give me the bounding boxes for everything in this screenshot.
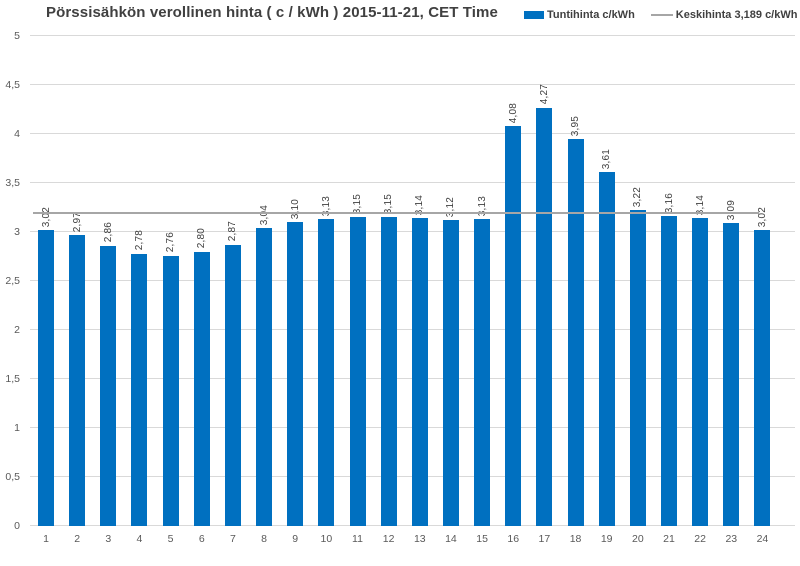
y-axis-label: 5 <box>14 30 20 42</box>
bar <box>100 245 117 526</box>
bar-value-label: 3,15 <box>383 194 395 215</box>
bar <box>598 172 615 526</box>
legend: Tuntihinta c/kWh Keskihinta 3,189 c/kWh <box>524 9 797 21</box>
y-axis: 0 0,5 1 1,5 2 2,5 3 3,5 4 4,5 5 <box>0 30 20 532</box>
bar-value-label: 2,78 <box>133 230 145 251</box>
bar <box>380 217 397 526</box>
y-axis-label: 2 <box>14 324 20 336</box>
bar-value-label: 4,27 <box>538 84 550 105</box>
x-axis-label: 20 <box>632 533 644 545</box>
legend-label-keskihinta: Keskihinta 3,189 c/kWh <box>675 9 798 21</box>
bar <box>131 253 148 526</box>
bar <box>411 218 428 526</box>
x-axis-label: 18 <box>569 533 582 545</box>
y-axis-label: 4 <box>14 128 20 140</box>
x-axis-label: 16 <box>507 533 520 545</box>
x-axis-label: 12 <box>382 533 395 545</box>
gridline <box>30 133 795 134</box>
bar <box>287 222 304 526</box>
average-line <box>33 212 759 215</box>
bar <box>661 216 677 526</box>
x-axis-label: 4 <box>136 533 143 545</box>
bar <box>256 228 273 526</box>
bar-value-label: 2,86 <box>102 222 114 243</box>
bar <box>723 223 740 526</box>
bar <box>754 230 771 526</box>
y-axis-label: 2,5 <box>5 275 20 287</box>
x-axis-label: 15 <box>476 533 488 545</box>
bar-value-label: 3,10 <box>289 198 301 220</box>
y-axis-label: 4,5 <box>5 79 20 91</box>
bar <box>69 234 86 526</box>
y-axis-label: 1,5 <box>5 373 20 385</box>
bar-value-label: 4,08 <box>507 102 519 124</box>
bar-value-label: 3,02 <box>40 206 52 228</box>
x-axis-label: 2 <box>74 533 81 545</box>
gridline <box>30 84 795 85</box>
bar <box>629 210 646 526</box>
x-axis-label: 9 <box>292 533 299 545</box>
y-axis-label: 3 <box>14 226 20 238</box>
chart-title: Pörssisähkön verollinen hinta ( c / kWh … <box>46 4 498 21</box>
legend-item-tuntihinta: Tuntihinta c/kWh <box>524 9 635 21</box>
bar-value-label: 2,97 <box>71 211 83 232</box>
bar-value-label: 2,80 <box>196 228 208 249</box>
bar-value-label: 2,76 <box>165 232 177 253</box>
x-axis-label: 3 <box>105 533 112 545</box>
x-axis-label: 10 <box>320 533 333 545</box>
bar <box>193 251 210 526</box>
bar <box>442 220 459 526</box>
bar <box>536 107 553 526</box>
bar-series-swatch-icon <box>524 11 544 19</box>
x-axis-label: 13 <box>413 533 426 545</box>
x-axis-label: 22 <box>694 533 706 545</box>
x-axis-label: 7 <box>229 533 236 545</box>
y-axis-label: 0,5 <box>5 471 20 483</box>
bar-value-label: 3,16 <box>663 193 675 214</box>
x-axis-label: 14 <box>445 533 457 545</box>
x-axis-label: 19 <box>600 533 613 545</box>
bar-value-label: 3,02 <box>756 206 768 228</box>
plot-area: 3,02 1 2,97 2 2,86 3 2,78 4 2,76 5 2,80 6 2,87 7 3,04 8… <box>30 35 795 545</box>
bar <box>162 255 179 526</box>
x-axis-label: 21 <box>663 533 675 545</box>
bar <box>567 138 584 526</box>
x-axis-label: 1 <box>43 533 49 545</box>
x-axis-label: 6 <box>198 533 205 545</box>
bar-value-label: 3,22 <box>632 187 644 208</box>
bar-value-label: 2,87 <box>227 221 239 242</box>
bar <box>692 218 709 526</box>
legend-item-keskihinta: Keskihinta 3,189 c/kWh <box>650 9 798 21</box>
line-series-swatch-icon <box>650 14 673 16</box>
bar <box>505 126 522 526</box>
gridline <box>30 35 795 36</box>
gridline <box>30 182 795 183</box>
bar <box>349 217 366 526</box>
bar <box>38 230 54 526</box>
legend-label-tuntihinta: Tuntihinta c/kWh <box>547 9 635 21</box>
bar <box>318 219 335 526</box>
x-axis-label: 23 <box>725 533 738 545</box>
bar-value-label: 3,61 <box>601 148 613 170</box>
x-axis-label: 8 <box>261 533 267 545</box>
y-axis-label: 1 <box>14 422 20 434</box>
bar <box>224 244 241 526</box>
bar-value-label: 3,95 <box>570 115 582 136</box>
bar-value-label: 3,09 <box>725 199 737 221</box>
bar <box>474 219 491 526</box>
y-axis-label: 0 <box>14 520 20 532</box>
bar-value-label: 3,15 <box>352 194 363 215</box>
x-axis-label: 11 <box>352 533 363 545</box>
y-axis-label: 3,5 <box>5 177 20 189</box>
x-axis-label: 5 <box>167 533 174 545</box>
x-axis-label: 24 <box>756 533 769 545</box>
x-axis-label: 17 <box>538 533 551 545</box>
bar-value-label: 3,04 <box>258 204 270 226</box>
